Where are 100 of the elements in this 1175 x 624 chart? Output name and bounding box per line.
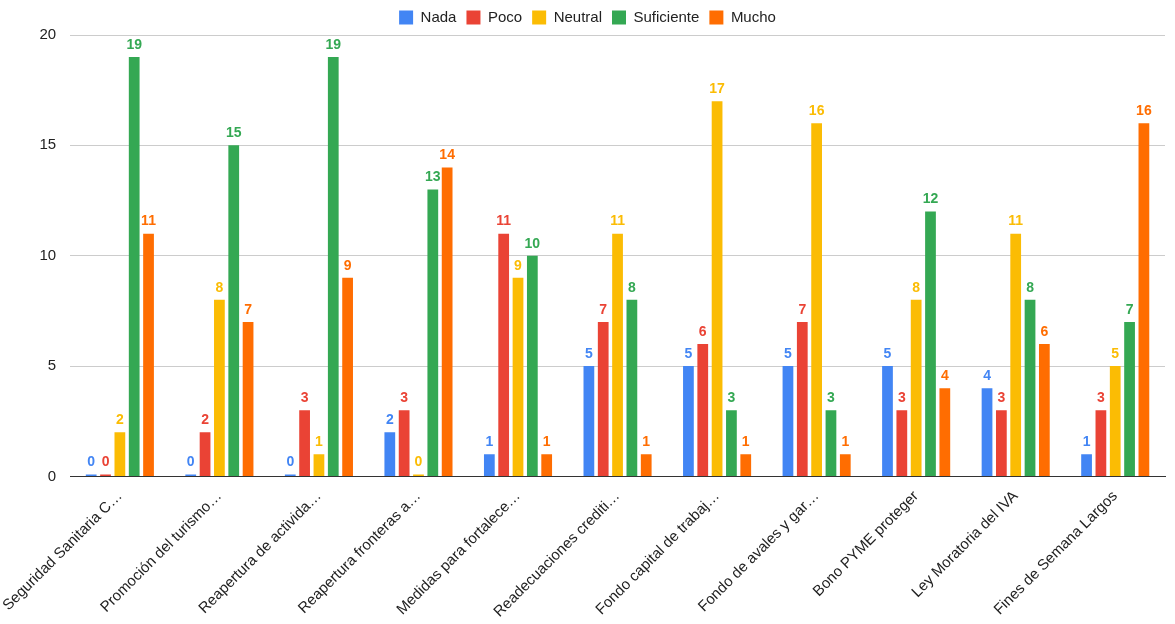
bar xyxy=(541,454,553,476)
data-label: 9 xyxy=(514,256,523,273)
data-label: 3 xyxy=(997,389,1006,406)
data-label: 11 xyxy=(1008,212,1024,229)
data-label: 1 xyxy=(642,433,651,450)
bar xyxy=(740,454,752,476)
bar xyxy=(981,388,993,476)
bar xyxy=(327,57,339,476)
data-label: 1 xyxy=(542,433,551,450)
bar xyxy=(299,410,310,476)
bar xyxy=(128,57,140,476)
y-tick-label: 10 xyxy=(39,245,57,263)
bar xyxy=(1024,299,1036,476)
data-label: 8 xyxy=(215,278,224,295)
bar xyxy=(1081,454,1092,476)
data-label: 1 xyxy=(841,433,850,450)
data-label: 8 xyxy=(912,278,921,295)
data-label: 4 xyxy=(940,366,949,383)
bar xyxy=(811,123,822,476)
data-label: 9 xyxy=(343,256,352,273)
data-label: 1 xyxy=(741,433,750,450)
data-label: 7 xyxy=(244,300,253,317)
bar xyxy=(697,343,709,476)
bar xyxy=(825,410,837,476)
data-label: 11 xyxy=(610,212,626,229)
bar xyxy=(882,366,893,476)
data-label: 7 xyxy=(798,300,807,317)
data-label: 3 xyxy=(300,389,309,406)
bar xyxy=(839,454,851,476)
bar xyxy=(143,233,154,476)
bar xyxy=(640,454,652,476)
data-label: 15 xyxy=(225,124,242,141)
data-label: 0 xyxy=(87,453,96,470)
bar xyxy=(726,410,737,476)
bar xyxy=(398,410,410,476)
bar xyxy=(526,255,538,476)
data-label: 19 xyxy=(126,35,143,52)
legend-label: Neutral xyxy=(553,7,603,25)
legend-label: Mucho xyxy=(730,7,776,25)
bar xyxy=(896,410,908,476)
y-tick-label: 5 xyxy=(47,356,57,374)
bar xyxy=(384,432,396,476)
data-label: 6 xyxy=(1040,322,1049,339)
data-label: 3 xyxy=(897,389,906,406)
bar xyxy=(483,454,495,476)
data-label: 3 xyxy=(727,389,736,406)
y-tick-label: 15 xyxy=(39,135,57,153)
data-label: 13 xyxy=(425,168,441,185)
bar xyxy=(1010,233,1022,476)
data-label: 4 xyxy=(983,366,992,383)
bar xyxy=(782,366,794,476)
data-label: 5 xyxy=(1111,344,1120,361)
data-label: 5 xyxy=(784,344,793,361)
bar xyxy=(1109,366,1121,476)
bar xyxy=(910,299,922,476)
bar xyxy=(313,454,325,476)
bar xyxy=(441,167,453,476)
data-label: 7 xyxy=(1125,300,1134,317)
data-label: 6 xyxy=(698,322,707,339)
data-label: 2 xyxy=(385,411,394,428)
bar xyxy=(242,321,254,476)
data-label: 0 xyxy=(414,453,423,470)
data-label: 11 xyxy=(141,212,157,229)
data-label: 0 xyxy=(186,453,195,470)
bar xyxy=(512,277,524,476)
data-label: 3 xyxy=(400,389,409,406)
bar xyxy=(1038,343,1050,476)
bar xyxy=(1095,410,1107,476)
data-label: 10 xyxy=(524,234,541,251)
data-label: 12 xyxy=(922,190,939,207)
data-label: 8 xyxy=(627,278,636,295)
bar xyxy=(1138,123,1150,476)
data-label: 1 xyxy=(1082,433,1091,450)
data-label: 19 xyxy=(325,35,342,52)
bar xyxy=(214,299,225,476)
bar xyxy=(114,432,126,476)
bar xyxy=(597,321,609,476)
data-label: 3 xyxy=(1097,389,1105,406)
legend-label: Nada xyxy=(420,7,458,25)
data-label: 7 xyxy=(599,300,608,317)
data-label: 0 xyxy=(101,453,110,470)
bar xyxy=(995,410,1007,476)
data-label: 2 xyxy=(201,411,210,428)
data-label: 14 xyxy=(439,146,456,163)
bar xyxy=(683,366,694,476)
bar xyxy=(342,277,353,476)
bar xyxy=(583,366,595,476)
bar xyxy=(1124,321,1135,476)
data-label: 16 xyxy=(808,102,825,119)
data-label: 17 xyxy=(709,80,726,97)
data-label: 2 xyxy=(115,411,124,428)
data-label: 1 xyxy=(485,433,494,450)
legend-label: Suficiente xyxy=(633,7,700,25)
bar xyxy=(925,211,936,476)
data-label: 3 xyxy=(827,389,836,406)
data-label: 1 xyxy=(315,433,324,450)
bar xyxy=(939,388,951,476)
bar xyxy=(199,432,211,476)
bar xyxy=(498,233,510,476)
data-label: 8 xyxy=(1026,278,1035,295)
